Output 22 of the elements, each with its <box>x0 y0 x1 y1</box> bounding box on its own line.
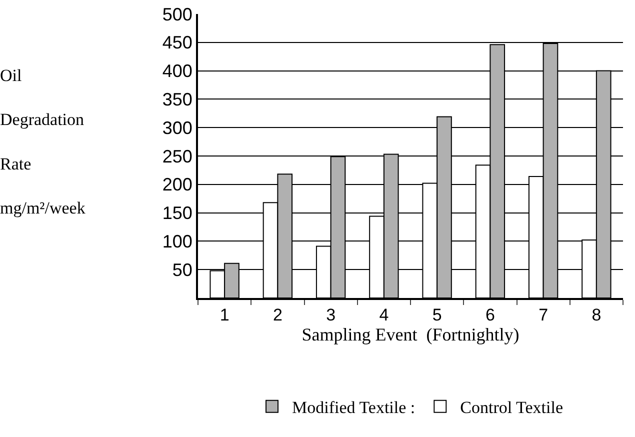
x-tick-label: 1 <box>220 305 230 324</box>
y-tick-label: 500 <box>162 4 192 24</box>
x-tick-label: 6 <box>485 305 495 324</box>
y-tick-label: 350 <box>162 90 192 110</box>
y-tick-label: 250 <box>162 146 192 166</box>
y-tick-label: 200 <box>162 174 192 195</box>
x-tick-label: 3 <box>326 305 336 324</box>
y-tick-label: 150 <box>162 203 192 224</box>
x-tick-label: 8 <box>592 305 602 324</box>
x-tick-label: 2 <box>272 305 282 324</box>
y-tick-label: 450 <box>162 32 192 53</box>
x-tick-label: 7 <box>538 305 548 324</box>
y-tick-label: 300 <box>162 118 192 138</box>
legend-label: Modified Textile : <box>292 398 416 418</box>
y-tick-label: 400 <box>162 61 192 82</box>
x-tick-label: 4 <box>379 305 389 324</box>
text: Oil Degradation Rate mg/m²/week <box>0 66 86 218</box>
y-tick-label: 50 <box>172 260 192 280</box>
legend-label: Control Textile <box>460 398 564 418</box>
x-tick-label: 5 <box>432 305 442 324</box>
x-axis-title: Sampling Event (Fortnightly) <box>302 324 520 344</box>
y-tick-label: 100 <box>162 232 192 252</box>
